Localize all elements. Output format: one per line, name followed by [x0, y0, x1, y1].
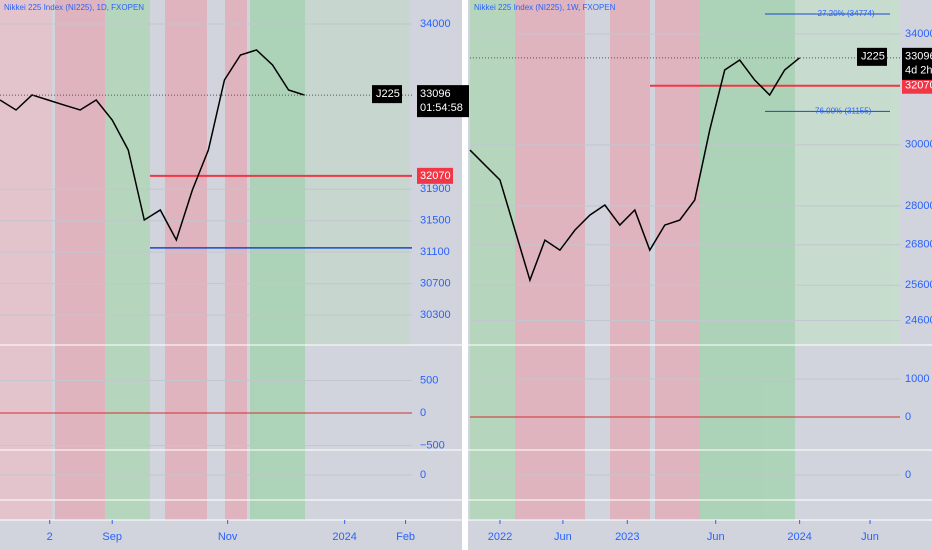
- series-label-bg: [372, 85, 402, 104]
- last-price: 33096: [905, 51, 932, 63]
- chart-title: Nikkei 225 Index (NI225), 1W, FXOPEN: [474, 3, 616, 12]
- x-tick-label: Feb: [396, 531, 415, 543]
- histogram-tick-label: 0: [905, 469, 911, 481]
- y-tick-label: 30300: [420, 309, 451, 321]
- y-tick-label: 31500: [420, 215, 451, 227]
- y-tick-label: 31100: [420, 246, 450, 258]
- x-tick-label: 2024: [332, 531, 356, 543]
- indicator-tick-label: 0: [905, 411, 911, 423]
- x-tick-label: Jun: [554, 531, 572, 543]
- level-label-bg: [902, 77, 932, 94]
- x-tick-label: Jun: [861, 531, 879, 543]
- series-label-bg: [857, 47, 887, 66]
- x-tick-label: Nov: [218, 531, 238, 543]
- y-tick-label: 25600: [905, 279, 932, 291]
- x-tick-label: 2022: [488, 531, 512, 543]
- y-tick-label: 30000: [905, 139, 932, 151]
- countdown: 4d 2h: [905, 65, 932, 77]
- last-price-bg: [902, 47, 932, 80]
- y-tick-label: 30700: [420, 278, 451, 290]
- y-tick-label: 34000: [420, 18, 451, 30]
- indicator-tick-label: 500: [420, 374, 438, 386]
- series-label: J225: [861, 51, 885, 63]
- annotation-label: -27.20% (34774): [815, 9, 875, 18]
- last-price: 33096: [420, 88, 451, 100]
- x-tick-label: Sep: [102, 531, 122, 543]
- histogram-tick-label: 0: [420, 469, 426, 481]
- x-tick-label: 2023: [615, 531, 639, 543]
- level-label: 32070: [905, 80, 932, 92]
- y-tick-label: 24600: [905, 314, 932, 326]
- price-line: [0, 49, 305, 242]
- countdown: 01:54:58: [420, 102, 463, 114]
- level-label: 32070: [420, 170, 451, 182]
- last-price-bg: [417, 85, 469, 118]
- y-tick-label: 34000: [905, 28, 932, 40]
- series-label: J225: [376, 88, 400, 100]
- indicator-tick-label: −500: [420, 439, 445, 451]
- indicator-tick-label: 0: [420, 407, 426, 419]
- price-line: [469, 57, 801, 283]
- indicator-tick-label: 1000: [905, 373, 929, 385]
- level-label-bg: [417, 167, 453, 184]
- y-tick-label: 28000: [905, 200, 932, 212]
- y-tick-label: 26800: [905, 239, 932, 251]
- bands: [0, 0, 900, 520]
- chart-title: Nikkei 225 Index (NI225), 1D, FXOPEN: [4, 3, 144, 12]
- x-tick-label: 2024: [787, 531, 811, 543]
- x-tick-label: Jun: [707, 531, 725, 543]
- x-tick-label: 2: [47, 531, 53, 543]
- y-tick-label: 31900: [420, 183, 451, 195]
- annotation-label: 76.00% (31155): [815, 106, 872, 115]
